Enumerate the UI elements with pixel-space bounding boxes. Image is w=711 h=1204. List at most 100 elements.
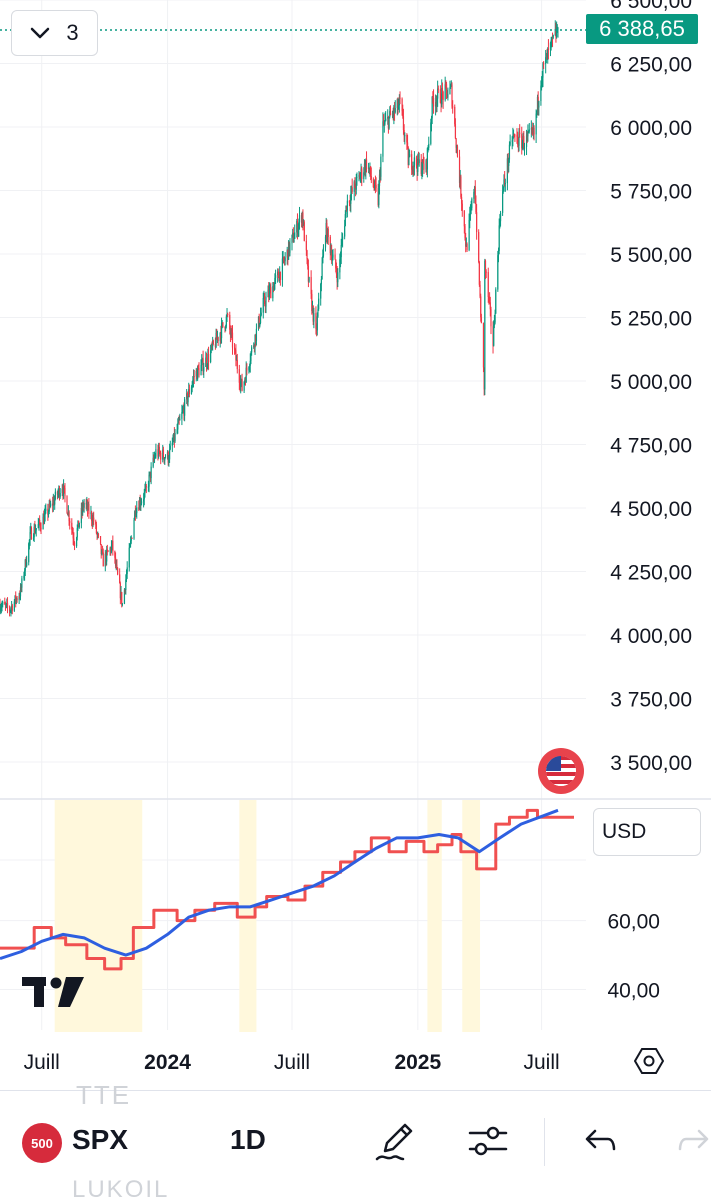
candle-body — [28, 539, 31, 544]
candle-body — [291, 234, 293, 244]
candle-body — [341, 239, 343, 246]
candle-body — [221, 322, 223, 324]
candle-body — [346, 200, 348, 211]
candle-body — [231, 332, 234, 348]
candle-body — [249, 360, 251, 366]
candle-body — [133, 520, 135, 539]
candle-body — [197, 366, 199, 380]
candle-body — [68, 511, 70, 522]
candle-body — [432, 97, 434, 99]
interval-button[interactable]: 1D — [230, 1124, 266, 1155]
candle-body — [234, 349, 236, 351]
candle-body — [164, 457, 166, 461]
candle-body — [470, 207, 472, 211]
candle-body — [49, 503, 51, 507]
candle-body — [91, 512, 93, 521]
candle-body — [159, 452, 161, 454]
candle-body — [509, 141, 511, 145]
candle-body — [411, 169, 413, 171]
candle-body — [286, 249, 288, 258]
price-tick-label: 5 500,00 — [610, 244, 692, 267]
candle-body — [62, 488, 64, 495]
candle-body — [354, 187, 357, 190]
candle-body — [80, 508, 82, 524]
candle-body — [480, 317, 483, 324]
candle-body — [495, 289, 497, 314]
candle-body — [39, 519, 41, 524]
candle-body — [75, 537, 78, 547]
candle-body — [138, 507, 140, 510]
candle-body — [351, 187, 353, 192]
candle-body — [192, 380, 194, 385]
hexagon-settings-icon[interactable] — [634, 1046, 664, 1076]
candle-body — [445, 84, 448, 90]
tradingview-logo — [22, 977, 84, 1007]
candle-body — [181, 412, 183, 419]
candle-body — [461, 203, 463, 211]
sliders-icon[interactable] — [466, 1119, 510, 1163]
candle-body — [399, 97, 401, 99]
candle-body — [53, 499, 55, 505]
time-axis[interactable]: Juill 2024 Juill 2025 Juill — [24, 1051, 560, 1074]
candle-body — [216, 337, 219, 340]
candlestick-series — [0, 20, 559, 617]
redo-icon[interactable] — [672, 1119, 711, 1163]
candle-body — [121, 603, 124, 605]
candle-body — [545, 57, 547, 64]
candle-body — [112, 540, 114, 552]
time-tick-label: Juill — [523, 1051, 559, 1074]
candle-body — [436, 98, 438, 105]
candle-body — [0, 608, 2, 611]
currency-selector[interactable]: USD — [593, 808, 701, 856]
candle-body — [547, 48, 550, 50]
candle-body — [409, 154, 411, 157]
candle-body — [358, 175, 360, 177]
candle-body — [220, 333, 222, 339]
candle-body — [188, 389, 191, 395]
candle-body — [54, 499, 56, 505]
candle-body — [226, 314, 228, 317]
candle-body — [134, 511, 136, 521]
undo-icon[interactable] — [578, 1119, 622, 1163]
candle-body — [67, 511, 69, 516]
candle-body — [72, 533, 74, 539]
candle-body — [265, 297, 267, 307]
candle-body — [225, 316, 227, 327]
candle-body — [110, 548, 112, 552]
candle-body — [287, 241, 290, 260]
collapse-panes-button[interactable]: 3 — [11, 10, 98, 56]
price-tick-label: 3 500,00 — [610, 752, 692, 775]
price-tick-label: 5 000,00 — [610, 371, 692, 394]
candle-body — [202, 358, 204, 372]
candle-body — [367, 167, 370, 169]
candle-body — [331, 251, 333, 261]
candle-body — [241, 379, 243, 391]
candle-body — [298, 215, 301, 223]
chart-canvas[interactable]: 6 500,00 6 250,00 6 000,00 5 750,00 5 500,00… — [0, 0, 711, 1090]
candle-body — [143, 499, 145, 502]
candle-body — [532, 130, 534, 133]
candle-body — [498, 225, 500, 251]
symbol-logo-badge[interactable]: 500 — [22, 1123, 62, 1163]
symbol-button[interactable]: SPX — [72, 1124, 129, 1155]
candle-body — [531, 128, 533, 131]
pencil-icon[interactable] — [373, 1119, 417, 1163]
candle-body — [163, 457, 165, 461]
price-axis[interactable]: 6 500,00 6 250,00 6 000,00 5 750,00 5 500,00… — [610, 0, 692, 775]
candle-body — [420, 159, 422, 174]
candle-body — [355, 177, 357, 190]
candle-body — [92, 517, 94, 524]
candle-body — [114, 551, 116, 558]
candle-body — [11, 605, 13, 609]
price-tick-label: 6 500,00 — [610, 0, 692, 13]
candle-body — [246, 367, 248, 371]
candle-body — [57, 492, 59, 495]
candle-body — [450, 85, 452, 88]
candle-body — [130, 540, 132, 545]
candle-body — [401, 98, 403, 112]
candle-body — [370, 176, 372, 180]
candle-body — [374, 180, 377, 186]
us-flag-icon[interactable] — [538, 748, 584, 794]
candle-body — [32, 537, 35, 540]
candle-body — [47, 511, 50, 515]
